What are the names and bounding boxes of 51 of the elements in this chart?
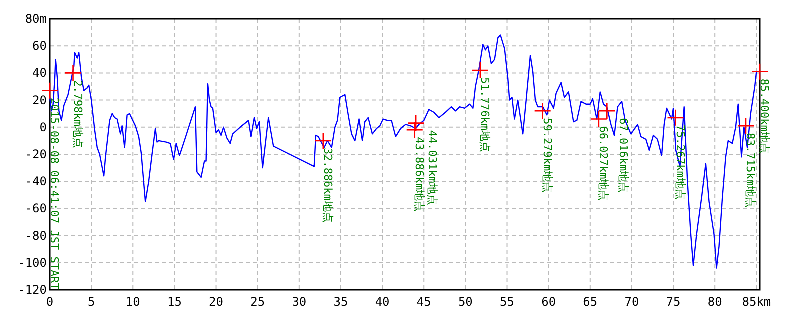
x-tick-label: 50 (458, 295, 473, 309)
y-tick-label: 20 (32, 93, 47, 108)
x-tick-label: 85km (742, 295, 772, 309)
annotation: 51.776km地点 (478, 77, 492, 152)
point (598, 102, 616, 120)
x-tick-label: 75 (666, 295, 681, 309)
annotation: 83.715km地点 (744, 133, 757, 208)
point (407, 114, 425, 132)
y-tick-label: -80 (25, 228, 47, 243)
annotation: 85.400km地点 (758, 78, 771, 154)
y-tick-label: 0 (40, 120, 47, 134)
annotation: 59.279km地点 (540, 118, 554, 194)
annotation: 32.886km地点 (321, 148, 334, 223)
x-tick-label: 30 (292, 295, 307, 309)
point (667, 109, 684, 127)
y-tick-label: 40 (32, 66, 47, 80)
y-tick-label: -100 (18, 256, 47, 270)
x-tick-label: 10 (126, 295, 140, 309)
annotation: 2.798km地点 (71, 80, 84, 149)
y-tick-label: -40 (25, 174, 47, 189)
x-tick-label: 65 (583, 295, 598, 309)
x-tick-label: 15 (167, 295, 182, 309)
y-tick-label: -60 (25, 202, 47, 216)
annotation: 44.031km地点 (426, 130, 440, 206)
point (751, 63, 769, 80)
x-tick-label: 60 (542, 295, 556, 309)
x-tick-label: 5 (88, 295, 96, 309)
x-tick-label: 25 (250, 295, 266, 309)
annotation: 66.027km地点 (596, 126, 610, 202)
x-tick-label: 55 (500, 295, 514, 309)
annotation: 75.267km地点 (674, 124, 687, 200)
point (406, 121, 424, 139)
point (534, 102, 552, 120)
point (737, 117, 755, 135)
x-tick-label: 20 (209, 295, 224, 309)
x-tick-label: 70 (624, 295, 640, 309)
point (64, 64, 82, 82)
point (590, 110, 608, 128)
y-tick-label: -120 (18, 283, 47, 297)
x-tick-label: 80 (708, 295, 722, 309)
annotation: 43.886km地点 (412, 137, 426, 212)
x-tick-label: 45 (416, 295, 432, 309)
y-tick-label: 60 (32, 39, 47, 54)
y-tick-label: 80m (25, 12, 47, 26)
x-tick-label: 40 (375, 295, 390, 309)
point (314, 132, 332, 150)
point (472, 62, 490, 80)
annotation: 67.016km地点 (617, 118, 630, 194)
y-tick-label: -20 (25, 148, 47, 162)
x-tick-label: 35 (334, 295, 348, 309)
annotation: 2015-08-08 06:41:07 JST START (48, 98, 61, 290)
